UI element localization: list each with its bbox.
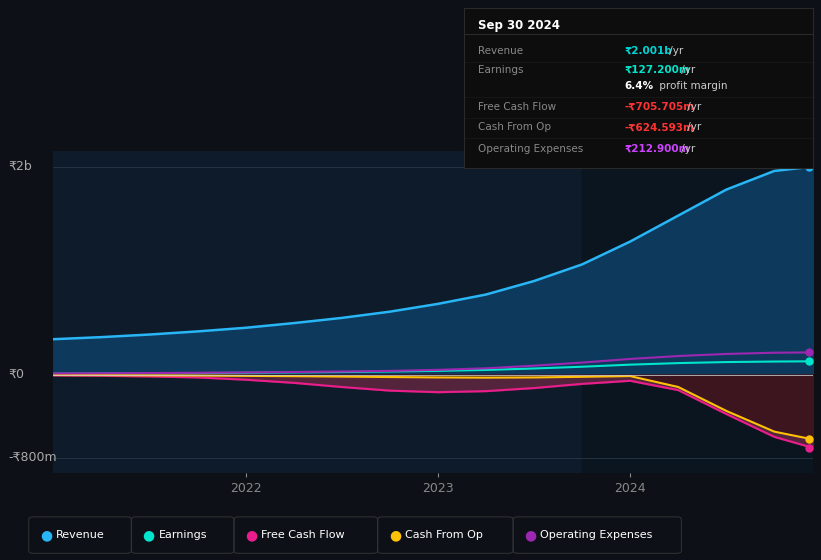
Text: -₹800m: -₹800m <box>8 451 57 464</box>
Text: Revenue: Revenue <box>56 530 104 540</box>
Text: ₹2b: ₹2b <box>8 160 32 173</box>
Text: Revenue: Revenue <box>478 46 523 55</box>
Text: ●: ● <box>245 529 257 542</box>
Text: profit margin: profit margin <box>656 81 727 91</box>
Text: ●: ● <box>40 529 52 542</box>
Text: /yr: /yr <box>678 144 695 154</box>
Text: /yr: /yr <box>684 101 701 111</box>
Text: Sep 30 2024: Sep 30 2024 <box>478 19 560 32</box>
Text: ●: ● <box>143 529 154 542</box>
Text: -₹705.705m: -₹705.705m <box>624 101 695 111</box>
Text: Operating Expenses: Operating Expenses <box>540 530 653 540</box>
Text: Cash From Op: Cash From Op <box>405 530 483 540</box>
Text: ₹0: ₹0 <box>8 368 24 381</box>
Text: -₹624.593m: -₹624.593m <box>624 122 695 132</box>
Text: ●: ● <box>389 529 401 542</box>
Text: Free Cash Flow: Free Cash Flow <box>478 101 556 111</box>
Text: ₹2.001b: ₹2.001b <box>624 46 672 55</box>
Text: /yr: /yr <box>684 122 701 132</box>
Text: ₹127.200m: ₹127.200m <box>624 65 690 75</box>
Text: Operating Expenses: Operating Expenses <box>478 144 583 154</box>
Text: Earnings: Earnings <box>158 530 207 540</box>
Text: Earnings: Earnings <box>478 65 523 75</box>
Text: Cash From Op: Cash From Op <box>478 122 551 132</box>
Text: ₹212.900m: ₹212.900m <box>624 144 690 154</box>
Text: Free Cash Flow: Free Cash Flow <box>261 530 345 540</box>
Text: 6.4%: 6.4% <box>624 81 654 91</box>
Text: ●: ● <box>525 529 536 542</box>
Bar <box>582 151 821 473</box>
Text: /yr: /yr <box>678 65 695 75</box>
Text: /yr: /yr <box>666 46 683 55</box>
